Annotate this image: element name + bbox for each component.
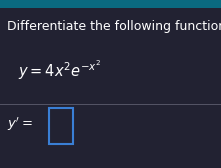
Text: Differentiate the following function.: Differentiate the following function.	[7, 20, 221, 33]
Text: $y = 4x^2e^{-x^2}$: $y = 4x^2e^{-x^2}$	[18, 59, 101, 82]
Bar	[0, 0, 221, 8]
FancyBboxPatch shape	[49, 108, 73, 144]
Text: $y' =$: $y' =$	[7, 116, 32, 133]
